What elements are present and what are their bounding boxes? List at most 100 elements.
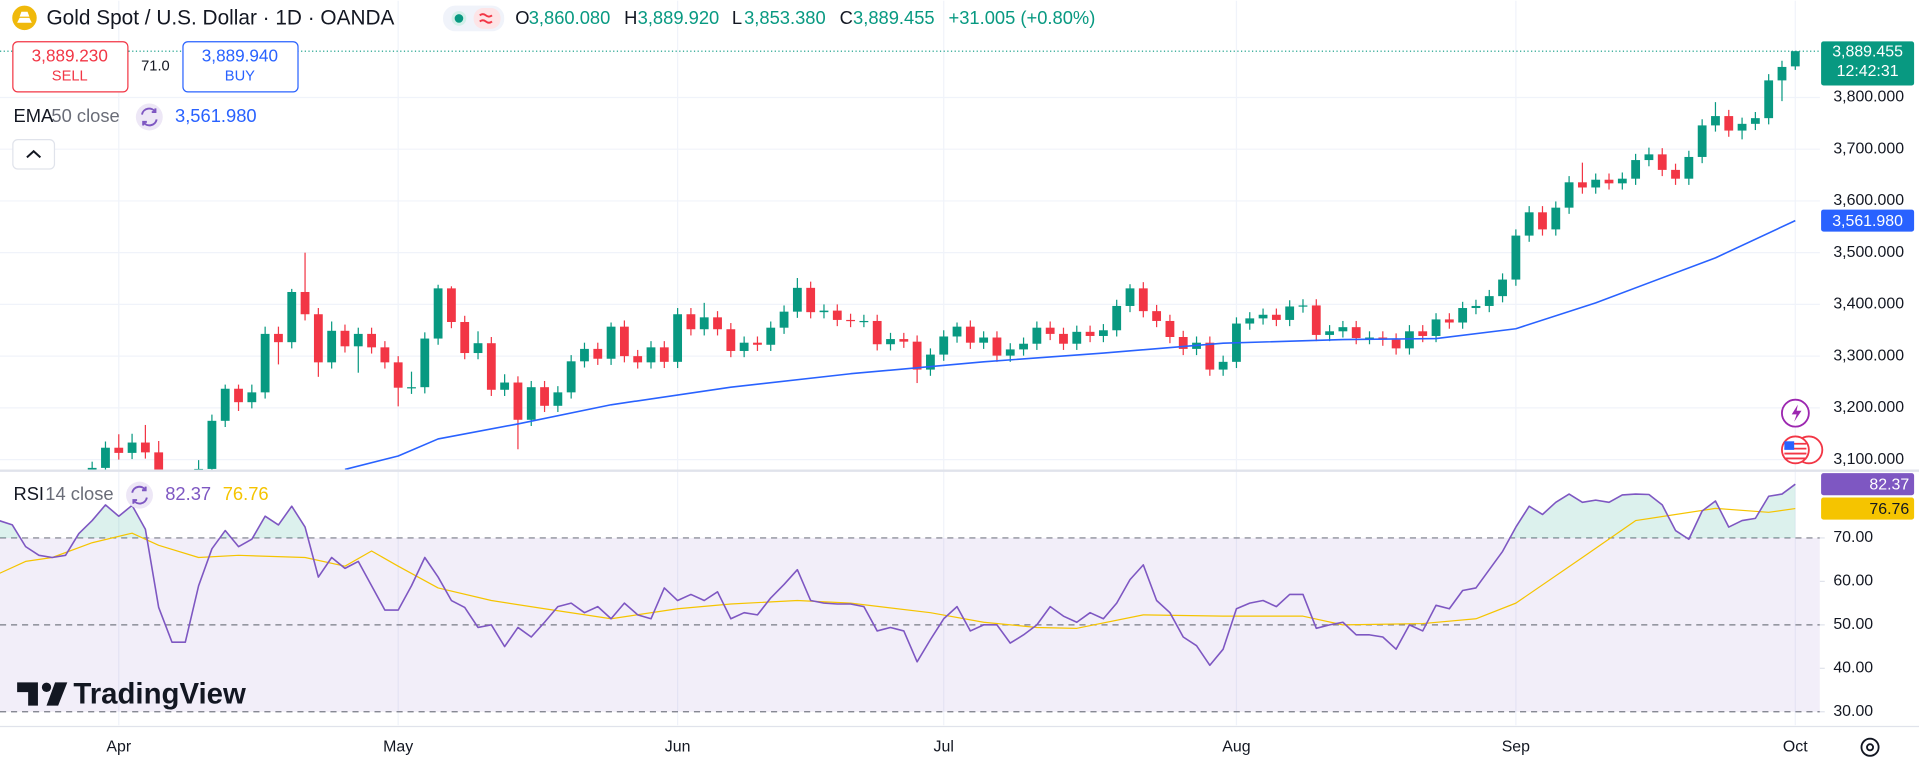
candle-body (447, 288, 456, 322)
candle-body (926, 354, 935, 370)
x-tick-label: Apr (106, 738, 131, 755)
candle-body (1405, 331, 1414, 349)
legend-icon-arrows (131, 485, 148, 505)
symbol-icon (12, 5, 37, 31)
ohlc-label: C (840, 7, 853, 28)
candle-body (1790, 51, 1800, 67)
candle-body (1484, 296, 1494, 306)
series-line (0, 507, 1796, 629)
candle-body (353, 333, 363, 347)
series-line (0, 483, 1796, 667)
candle-body (1271, 314, 1281, 320)
candle-body (819, 310, 829, 313)
x-tick-label: Aug (1222, 738, 1250, 755)
buy-button[interactable] (182, 41, 299, 93)
candle-body (1311, 305, 1321, 335)
series-value-label: 76.76 (1869, 501, 1909, 518)
ohlc-label: H (624, 7, 637, 28)
candle-body (1697, 125, 1707, 157)
grid-layer (0, 0, 1825, 726)
candle-body (606, 326, 616, 359)
candle-body (367, 333, 376, 348)
candle-body (912, 341, 922, 370)
candle-body (407, 387, 416, 389)
candle-body (633, 356, 643, 363)
candle-body (1444, 319, 1454, 323)
candle-body (766, 327, 776, 345)
candle-body (992, 337, 1002, 356)
logo-dot (41, 682, 52, 692)
y-tick-label: 3,600.000 (1833, 192, 1904, 209)
legend-icon[interactable] (126, 481, 153, 509)
buy-label: BUY (225, 68, 255, 84)
ohlc-label: L (732, 7, 742, 28)
candle-body (1777, 66, 1787, 81)
settings-icon[interactable] (1860, 737, 1880, 757)
rsi-legend: RSI 14 close 82.37 76.76 (13, 481, 269, 509)
buy-price: 3,889.940 (202, 46, 278, 66)
candle-body (726, 329, 736, 351)
legend-icon[interactable] (135, 103, 163, 131)
candle-body (1671, 169, 1680, 179)
delay-icon (479, 13, 493, 24)
last-price-label: 3,889.455 (1832, 44, 1903, 61)
candle-body (979, 337, 989, 343)
candle-body (87, 467, 97, 470)
symbol-title: Gold Spot / U.S. Dollar · 1D · OANDA (47, 7, 395, 30)
flag-canton (1784, 441, 1795, 450)
candle-body (1098, 330, 1108, 336)
collapse-chevron (26, 149, 42, 159)
candle-body (1138, 288, 1148, 312)
candle-body (1684, 156, 1694, 179)
sell-button[interactable] (12, 41, 129, 93)
candle-body (580, 348, 589, 362)
candle-body (792, 287, 802, 312)
x-tick-label: Jun (665, 738, 691, 755)
ema-legend: EMA 50 close 3,561.980 (12, 103, 257, 170)
ohlc-label: O (515, 7, 529, 28)
candle-body (1711, 116, 1720, 126)
candle-body (1005, 349, 1015, 356)
y-tick-label: 3,700.000 (1833, 140, 1904, 157)
candle-body (1564, 182, 1574, 208)
candle-body (127, 442, 137, 453)
candle-body (739, 342, 749, 351)
candle-body (1724, 116, 1734, 131)
candle-body (1019, 343, 1028, 350)
candle-body (327, 330, 337, 363)
candle-body (553, 392, 563, 406)
y-tick-label: 3,800.000 (1833, 89, 1904, 106)
candle-body (220, 388, 230, 421)
candle-body (899, 339, 909, 342)
candle-body (1737, 123, 1747, 131)
events-icon-bolt (1791, 404, 1802, 422)
candle-body (1431, 319, 1441, 336)
sell-label: SELL (52, 68, 88, 84)
candle-body (646, 347, 656, 363)
market-open-dot (454, 14, 464, 23)
candle-body (500, 382, 510, 390)
candle-body (886, 339, 895, 345)
series-price-tag (1821, 209, 1915, 232)
candle-body (114, 447, 124, 453)
candle-body (859, 320, 869, 323)
candle-body (619, 326, 629, 357)
symbol-icon-bars (17, 11, 32, 23)
rsi-pane (0, 483, 1820, 713)
price-change: +31.005 (+0.80%) (948, 7, 1095, 28)
candle-body (1285, 306, 1295, 320)
x-tick-label: Oct (1783, 738, 1808, 755)
countdown-label: 12:42:31 (1837, 63, 1899, 80)
symbol-header: Gold Spot / U.S. Dollar · 1D · OANDA O 3… (12, 5, 1095, 32)
chart-icons (1781, 398, 1880, 757)
candle-body (234, 388, 243, 403)
candle-body (1617, 178, 1627, 184)
ohlc-value: 3,889.455 (853, 7, 935, 28)
candle-body (300, 291, 310, 315)
logo-mark (17, 682, 38, 706)
collapse-button[interactable] (12, 139, 56, 170)
candle-body (1325, 331, 1334, 335)
candle-body (965, 326, 975, 343)
candle-body (473, 343, 483, 354)
